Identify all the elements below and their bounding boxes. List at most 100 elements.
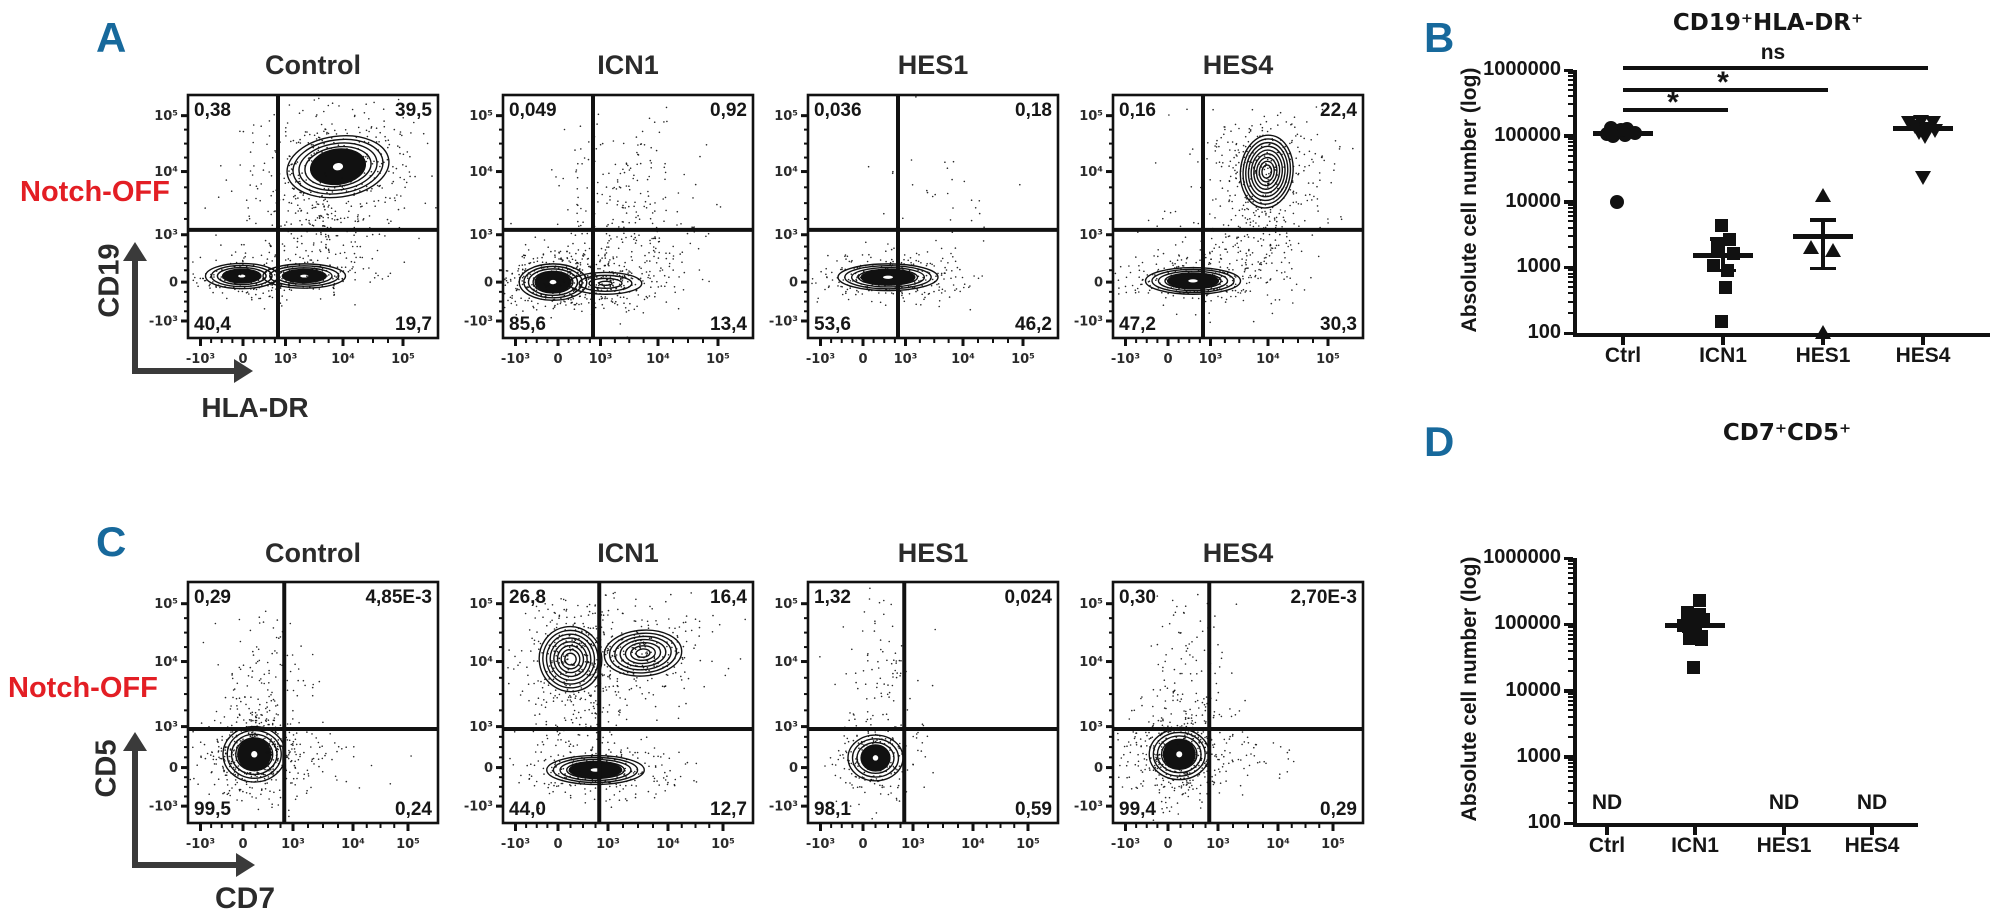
y-minor-tick bbox=[1109, 245, 1113, 248]
hladr-axis-label: HLA-DR bbox=[201, 392, 309, 423]
scatter-dot bbox=[1262, 239, 1265, 241]
scatter-dot bbox=[397, 98, 400, 101]
scatter-dot bbox=[909, 257, 912, 259]
scatter-dot bbox=[926, 189, 928, 192]
scatter-dot bbox=[510, 302, 513, 305]
scatter-dot bbox=[546, 737, 549, 740]
contour-ring bbox=[635, 648, 651, 658]
scatter-dot bbox=[269, 245, 272, 248]
scatter-dot bbox=[666, 645, 668, 648]
scatter-dot bbox=[617, 200, 619, 202]
scatter-dot bbox=[260, 793, 262, 796]
scatter-dot bbox=[230, 762, 233, 765]
scatter-dot bbox=[608, 234, 611, 237]
scatter-dot bbox=[362, 268, 365, 270]
scatter-dot bbox=[639, 162, 642, 165]
scatter-dot bbox=[215, 234, 217, 236]
scatter-dot bbox=[937, 272, 939, 275]
scatter-dot bbox=[295, 743, 298, 746]
contour-ring bbox=[844, 265, 932, 290]
scatter-dot bbox=[935, 239, 937, 242]
scatter-dot bbox=[1291, 139, 1293, 142]
scatter-dot bbox=[955, 288, 958, 290]
scatter-dot bbox=[587, 257, 590, 260]
scatter-dot bbox=[943, 272, 946, 274]
scatter-dot bbox=[543, 699, 545, 701]
scatter-dot bbox=[1243, 270, 1246, 273]
scatter-dot bbox=[1268, 144, 1270, 146]
scatter-dot bbox=[1215, 198, 1217, 200]
scatter-dot bbox=[1205, 256, 1207, 259]
scatter-dot bbox=[509, 278, 512, 281]
scatter-dot bbox=[1128, 265, 1130, 267]
scatter-dot bbox=[530, 300, 533, 302]
scatter-dot bbox=[934, 193, 936, 196]
contour-ring bbox=[518, 263, 588, 302]
scatter-dot bbox=[587, 158, 590, 161]
scatter-dot bbox=[643, 205, 645, 208]
scatter-dot bbox=[272, 772, 275, 774]
scatter-dot bbox=[616, 236, 618, 238]
scatter-dot bbox=[537, 680, 539, 682]
scatter-dot bbox=[276, 758, 279, 761]
scatter-dot bbox=[1232, 269, 1234, 271]
scatter-dot bbox=[662, 656, 664, 658]
scatter-dot bbox=[959, 290, 961, 293]
scatter-dot bbox=[578, 770, 581, 773]
scatter-dot bbox=[1249, 274, 1251, 277]
scatter-dot bbox=[612, 256, 614, 258]
scatter-dot bbox=[291, 782, 293, 784]
scatter-dot bbox=[320, 123, 323, 126]
scatter-dot bbox=[1193, 221, 1195, 224]
x-minor-tick bbox=[393, 824, 396, 828]
x-major-tick bbox=[241, 339, 245, 346]
scatter-dot bbox=[268, 242, 271, 245]
scatter-dot bbox=[1254, 170, 1257, 172]
scatter-dot bbox=[236, 781, 238, 784]
scatter-dot bbox=[854, 718, 856, 720]
scatter-dot bbox=[375, 136, 377, 138]
scatter-dot bbox=[276, 619, 279, 621]
scatter-dot bbox=[1131, 284, 1134, 287]
scatter-dot bbox=[963, 286, 965, 289]
scatter-dot bbox=[644, 254, 646, 257]
scatter-dot bbox=[640, 772, 642, 775]
scatter-dot bbox=[551, 169, 553, 171]
scatter-dot bbox=[1249, 129, 1252, 131]
scatter-dot bbox=[308, 219, 310, 222]
scatter-dot bbox=[617, 710, 620, 712]
x-minor-tick bbox=[327, 339, 330, 343]
scatter-dot bbox=[579, 670, 581, 673]
y-minor-tick bbox=[1109, 156, 1113, 159]
scatter-dot bbox=[1250, 276, 1252, 279]
scatter-dot bbox=[653, 657, 656, 659]
scatter-dot bbox=[199, 256, 202, 259]
scatter-dot bbox=[1261, 126, 1264, 129]
scatter-dot bbox=[229, 708, 232, 710]
scatter-dot bbox=[264, 610, 267, 613]
scatter-dot bbox=[874, 731, 876, 733]
scatter-dot bbox=[314, 219, 317, 221]
scatter-dot bbox=[220, 757, 223, 760]
scatter-dot bbox=[581, 258, 583, 260]
scatter-dot bbox=[559, 250, 562, 253]
scatter-dot bbox=[533, 784, 536, 787]
scatter-dot bbox=[600, 247, 603, 250]
scatter-dot bbox=[1251, 125, 1253, 127]
scatter-dot bbox=[204, 279, 207, 282]
scatter-dot bbox=[1249, 224, 1251, 226]
scatter-dot bbox=[641, 130, 644, 133]
scatter-dot bbox=[285, 135, 287, 137]
scatter-dot bbox=[535, 309, 538, 311]
quadrant-value-tl: 0,29 bbox=[194, 587, 231, 608]
scatter-dot bbox=[684, 763, 687, 765]
scatter-dot bbox=[294, 766, 296, 769]
scatter-dot bbox=[615, 724, 618, 727]
scatter-dot bbox=[355, 231, 357, 234]
scatter-dot bbox=[336, 779, 338, 781]
scatter-dot bbox=[295, 262, 297, 265]
scatter-dot bbox=[1286, 92, 1288, 94]
scatter-dot bbox=[887, 793, 890, 796]
scatter-dot bbox=[544, 633, 547, 635]
scatter-dot bbox=[295, 753, 297, 756]
